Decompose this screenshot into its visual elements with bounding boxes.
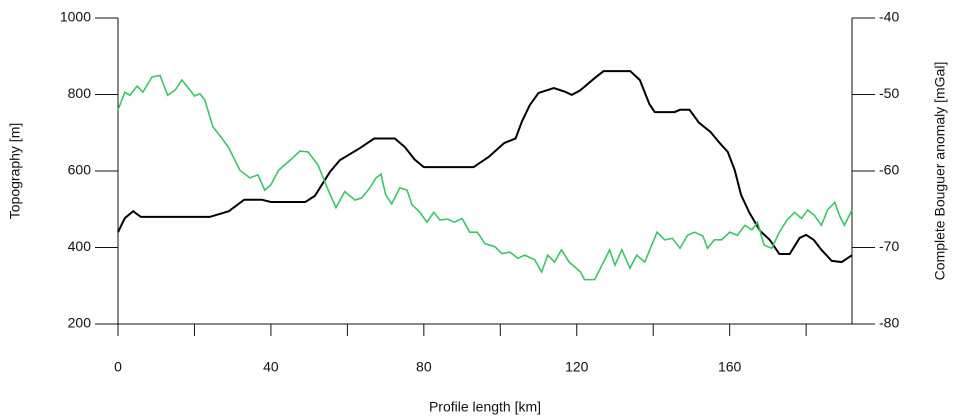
x-tick-label: 120: [565, 359, 589, 375]
x-tick-label: 40: [263, 359, 279, 375]
data-line: [117, 74, 853, 281]
x-tick-label: 80: [416, 359, 432, 375]
y-tick-label: 1000: [60, 9, 91, 25]
x-tick-label: 0: [114, 359, 122, 375]
x-axis-label: Profile length [km]: [429, 399, 541, 415]
x-tick-label: 160: [718, 359, 742, 375]
y-axis-label: Topography [m]: [7, 123, 23, 220]
y2-tick-label: -80: [879, 315, 899, 331]
axes-frame: [117, 18, 853, 325]
y2-tick-label: -40: [879, 9, 899, 25]
y-tick-label: 200: [68, 315, 92, 331]
y-tick-label: 800: [68, 85, 92, 101]
y2-axis-label: Complete Bouguer anomaly [mGal]: [932, 62, 948, 281]
y2-tick-label: -60: [879, 162, 899, 178]
y2-tick-label: -50: [879, 85, 899, 101]
y2-tick-label: -70: [879, 238, 899, 254]
y-tick-label: 400: [68, 238, 92, 254]
y-tick-label: 600: [68, 162, 92, 178]
data-line: [117, 70, 853, 264]
